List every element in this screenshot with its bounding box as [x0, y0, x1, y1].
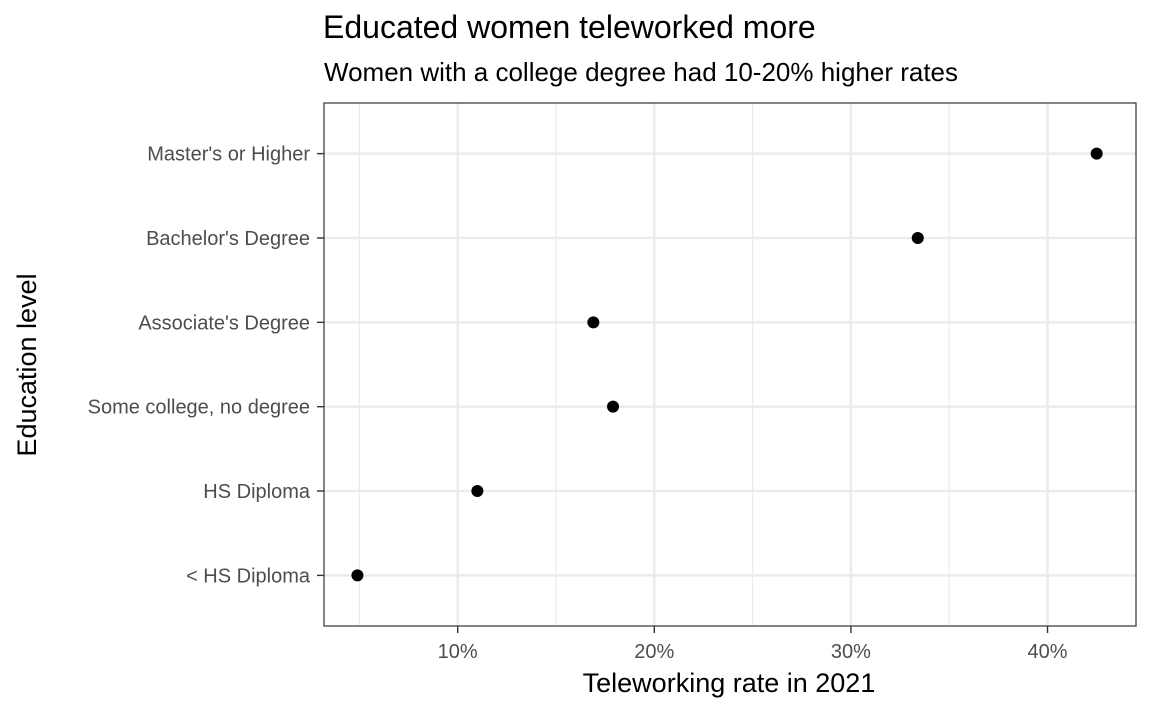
x-tick-label: 10%: [438, 641, 478, 663]
data-point: [911, 231, 924, 244]
y-tick-label: Associate's Degree: [138, 312, 310, 334]
x-axis-title: Teleworking rate in 2021: [583, 668, 876, 698]
y-tick-label: Bachelor's Degree: [146, 228, 310, 250]
minor-gridlines: [358, 103, 950, 626]
data-point: [351, 569, 364, 582]
data-point: [1090, 147, 1103, 160]
x-tick-label: 30%: [831, 641, 871, 663]
x-tick-label: 40%: [1028, 641, 1068, 663]
chart-title: Educated women teleworked more: [323, 9, 816, 45]
data-point: [587, 316, 600, 329]
x-axis-ticks: 10% 20% 30% 40%: [438, 626, 1068, 663]
y-axis-ticks: < HS Diploma HS Diploma Some college, no d…: [88, 144, 324, 587]
y-tick-label: Some college, no degree: [88, 397, 310, 419]
y-tick-label: HS Diploma: [203, 481, 311, 503]
major-gridlines: [324, 103, 1136, 626]
x-tick-label: 20%: [634, 641, 674, 663]
y-axis-title: Education level: [12, 273, 42, 456]
data-point: [471, 485, 484, 498]
chart-subtitle: Women with a college degree had 10-20% h…: [324, 57, 958, 87]
y-tick-label: < HS Diploma: [186, 565, 311, 587]
plot-panel-border: [323, 102, 1137, 627]
data-point: [607, 400, 620, 413]
y-tick-label: Master's or Higher: [147, 144, 310, 166]
data-points: [351, 147, 1103, 582]
